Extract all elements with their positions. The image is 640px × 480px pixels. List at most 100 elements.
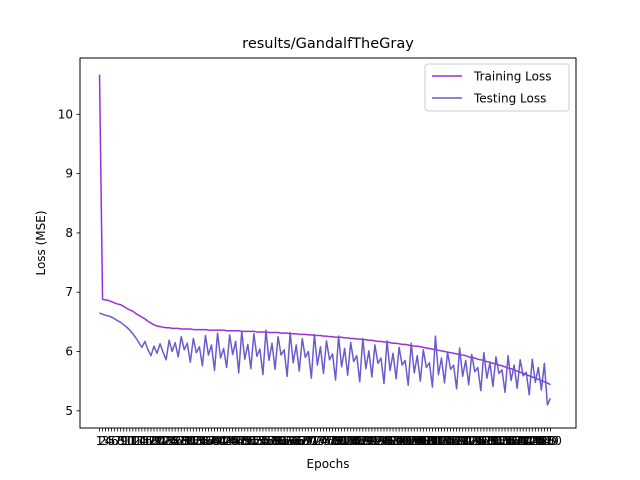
x-tick-label: 117 (439, 434, 462, 448)
series-line-testing-loss (99, 312, 552, 406)
x-tick-label: 92 (367, 434, 382, 448)
x-tick-label: 63 (280, 434, 295, 448)
x-tick-label: 44 (222, 434, 237, 448)
x-tick-label: 43 (219, 434, 234, 448)
x-tick-label: 36 (198, 434, 213, 448)
x-tick-label: 100 (388, 434, 411, 448)
x-tick-label: 49 (237, 434, 252, 448)
x-tick-label: 148 (533, 434, 556, 448)
x-tick-label: 56 (258, 434, 273, 448)
x-tick-label: 69 (298, 434, 313, 448)
x-tick-label: 119 (445, 434, 468, 448)
x-tick-label: 113 (427, 434, 450, 448)
x-tick-label: 108 (412, 434, 435, 448)
x-tick-label: 102 (394, 434, 417, 448)
chart-title: results/GandalfTheGray (242, 36, 414, 52)
x-tick-label: 146 (527, 434, 550, 448)
x-tick-label: 3 (102, 434, 110, 448)
y-tick-label: 10 (58, 107, 73, 121)
x-tick-label: 105 (403, 434, 426, 448)
x-tick-label: 29 (177, 434, 192, 448)
x-tick-label: 143 (518, 434, 541, 448)
x-tick-label: 130 (478, 434, 501, 448)
x-tick-label: 32 (186, 434, 201, 448)
x-tick-label: 120 (448, 434, 471, 448)
x-tick-label: 89 (358, 434, 373, 448)
y-tick-label: 5 (65, 404, 73, 418)
x-tick-label: 83 (340, 434, 355, 448)
x-tick-label: 1 (96, 434, 104, 448)
x-tick-label: 10 (119, 434, 134, 448)
x-tick-label: 140 (509, 434, 532, 448)
x-tick-label: 147 (530, 434, 553, 448)
x-tick-label: 20 (149, 434, 164, 448)
x-tick-label: 26 (168, 434, 183, 448)
x-tick-label: 129 (475, 434, 498, 448)
x-tick-label: 136 (497, 434, 520, 448)
x-tick-label: 99 (388, 434, 403, 448)
x-tick-label: 39 (207, 434, 222, 448)
x-tick-label: 37 (201, 434, 216, 448)
x-tick-label: 76 (319, 434, 334, 448)
x-tick-label: 88 (355, 434, 370, 448)
x-tick-label: 42 (216, 434, 231, 448)
x-tick-label: 72 (307, 434, 322, 448)
x-tick-label: 40 (210, 434, 225, 448)
x-tick-label: 149 (536, 434, 559, 448)
x-tick-label: 57 (261, 434, 276, 448)
x-tick-label: 137 (500, 434, 523, 448)
x-tick-label: 106 (406, 434, 429, 448)
x-tick-label: 34 (192, 434, 207, 448)
legend: Training Loss Testing Loss (424, 63, 570, 112)
x-tick-label: 96 (379, 434, 394, 448)
x-tick-label: 27 (171, 434, 186, 448)
y-tick-label: 7 (65, 285, 73, 299)
x-tick-label: 90 (361, 434, 376, 448)
x-tick-label: 33 (189, 434, 204, 448)
x-tick-label: 16 (137, 434, 152, 448)
x-tick-label: 101 (391, 434, 414, 448)
x-tick-label: 116 (436, 434, 459, 448)
x-tick-label: 128 (472, 434, 495, 448)
x-tick-label: 15 (134, 434, 149, 448)
x-tick-label: 110 (418, 434, 441, 448)
x-tick-label: 5 (108, 434, 116, 448)
x-tick-label: 68 (295, 434, 310, 448)
x-tick-label: 58 (264, 434, 279, 448)
x-tick-label: 122 (454, 434, 477, 448)
x-tick-label: 139 (506, 434, 529, 448)
x-tick-label: 103 (397, 434, 420, 448)
series-line-training-loss (98, 74, 551, 386)
series-layer (98, 74, 552, 406)
x-tick-label: 84 (343, 434, 358, 448)
x-tick-label: 4 (105, 434, 113, 448)
x-tick-label: 73 (310, 434, 325, 448)
y-axis-ticks: 5 6 7 8 9 10 (58, 107, 80, 418)
x-tick-label: 79 (328, 434, 343, 448)
x-tick-label: 60 (270, 434, 285, 448)
y-tick-label: 8 (65, 226, 73, 240)
x-tick-label: 66 (289, 434, 304, 448)
x-tick-label: 93 (370, 434, 385, 448)
x-tick-label: 48 (234, 434, 249, 448)
x-tick-label: 87 (352, 434, 367, 448)
x-tick-label: 95 (376, 434, 391, 448)
x-tick-label: 74 (313, 434, 328, 448)
x-tick-label: 55 (255, 434, 270, 448)
x-tick-label: 22 (155, 434, 170, 448)
y-tick-label: 9 (65, 167, 73, 181)
x-tick-label: 131 (481, 434, 504, 448)
x-tick-label: 53 (249, 434, 264, 448)
x-tick-label: 80 (331, 434, 346, 448)
x-tick-label: 109 (415, 434, 438, 448)
x-tick-label: 23 (158, 434, 173, 448)
x-tick-label: 14 (131, 434, 146, 448)
x-tick-label: 13 (128, 434, 143, 448)
x-tick-label: 111 (421, 434, 444, 448)
x-tick-label: 132 (485, 434, 508, 448)
x-tick-label: 65 (286, 434, 301, 448)
x-tick-label: 50 (240, 434, 255, 448)
x-tick-label: 64 (283, 434, 298, 448)
x-tick-label: 18 (143, 434, 158, 448)
